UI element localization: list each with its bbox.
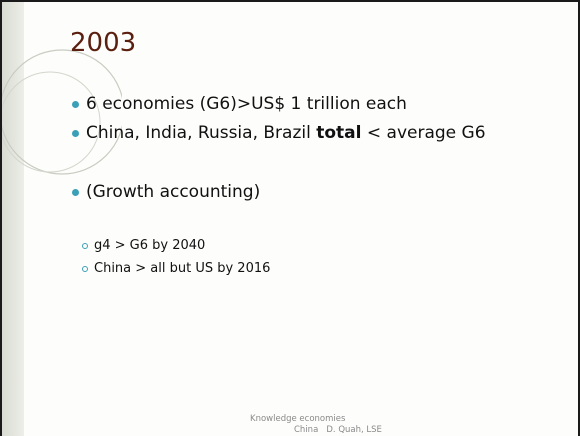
footer: China D. Quah, LSE — [294, 425, 382, 435]
bullet-text: 6 economies (G6)>US$ 1 trillion each — [86, 94, 407, 114]
footer: Knowledge economies — [250, 414, 346, 424]
sub-bullet-text: China > all but US by 2016 — [94, 261, 271, 276]
side-band — [2, 2, 24, 436]
sub-bullet-text: g4 > G6 by 2040 — [94, 238, 206, 253]
decor-circles — [2, 49, 122, 175]
sub-bullet: China > all but US by 2016 — [82, 261, 270, 276]
bullet: China, India, Russia, Brazil total < ave… — [72, 119, 552, 147]
bullet-text: (Growth accounting) — [86, 182, 261, 202]
bullet-text: < average G6 — [361, 123, 486, 143]
bullet-bold: total — [316, 123, 362, 143]
bullet: 6 economies (G6)>US$ 1 trillion each — [72, 90, 552, 118]
sub-bullet: g4 > G6 by 2040 — [82, 238, 205, 253]
bullet: (Growth accounting) — [72, 178, 552, 206]
bullet-text: China, India, Russia, Brazil — [86, 123, 317, 143]
slide-title: 2003 — [70, 28, 137, 58]
